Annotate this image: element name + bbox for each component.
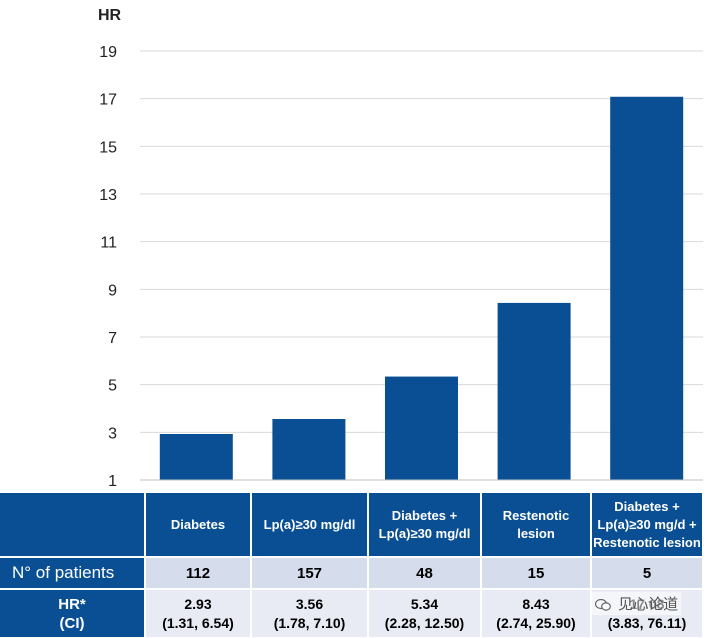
y-tick-label: 7 [108,330,117,347]
patients-cell: 5 [591,557,704,590]
y-tick-label: 19 [99,44,117,61]
header-corner-cell [0,493,146,558]
watermark-text: 见心论道 [618,596,679,613]
header-cell-restenotic: Restenotic lesion [481,493,592,558]
bar [272,418,346,480]
hr-row: HR* (CI) 2.93 (1.31, 6.54) 3.56 (1.78, 7.1… [0,589,704,637]
gridlines [140,50,703,433]
y-tick-label: 17 [99,92,117,109]
patients-row: N° of patients 112 157 48 15 5 [0,557,704,590]
patients-cell: 112 [145,557,252,590]
header-cell-diabetes-lpa: Diabetes + Lp(a)≥30 mg/dl [368,493,482,558]
hr-cell: 3.56 (1.78, 7.10) [251,589,369,637]
chat-bubbles-icon [595,599,611,611]
data-table: Diabetes Lp(a)≥30 mg/dl Diabetes + Lp(a)… [0,493,704,637]
table-header-row: Diabetes Lp(a)≥30 mg/dl Diabetes + Lp(a)… [0,493,704,558]
y-tick-label: 13 [99,187,117,204]
hr-cell: 2.93 (1.31, 6.54) [145,589,252,637]
y-tick-label: 11 [100,235,117,252]
y-tick-label: 15 [99,139,117,156]
bar [610,96,684,480]
y-tick-label: 9 [108,282,117,299]
patients-cell: 157 [251,557,369,590]
header-cell-diabetes: Diabetes [145,493,252,558]
y-tick-label: 1 [108,473,117,490]
hr-row-label: HR* (CI) [0,589,146,637]
header-cell-lpa: Lp(a)≥30 mg/dl [251,493,369,558]
watermark: 见心论道 [592,592,682,615]
patients-cell: 48 [368,557,482,590]
bar [159,434,233,480]
header-cell-combined: Diabetes + Lp(a)≥30 mg/d + Restenotic le… [591,493,704,558]
patients-cell: 15 [481,557,592,590]
y-tick-label: 5 [108,378,117,395]
patients-row-label: N° of patients [0,557,146,590]
bar [497,302,571,480]
y-axis-label: HR [98,7,122,24]
y-tick-label: 3 [108,425,117,442]
bars [159,96,684,480]
hr-cell: 8.43 (2.74, 25.90) [481,589,592,637]
bar [385,376,458,480]
hr-cell: 5.34 (2.28, 12.50) [368,589,482,637]
